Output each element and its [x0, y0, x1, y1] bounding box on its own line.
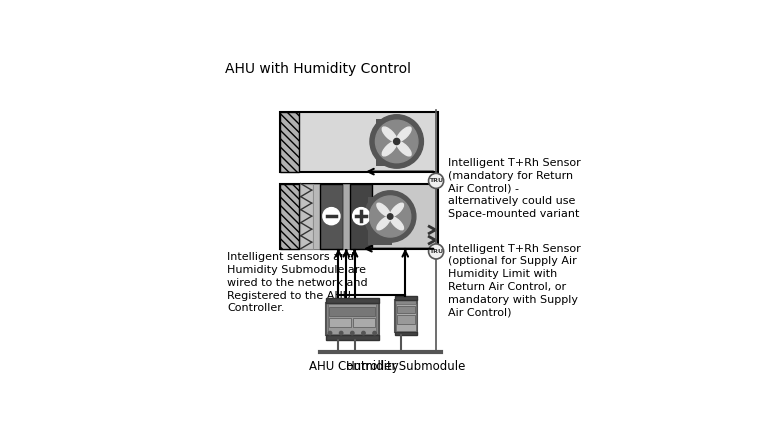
Ellipse shape [397, 127, 411, 142]
Circle shape [370, 196, 411, 237]
Ellipse shape [377, 217, 390, 230]
Bar [367, 197, 392, 245]
Circle shape [429, 173, 444, 188]
Text: HumiditySubmodule: HumiditySubmodule [346, 360, 466, 373]
Circle shape [364, 191, 416, 242]
Text: TRU: TRU [429, 249, 443, 254]
Bar [376, 118, 400, 166]
Circle shape [351, 332, 354, 335]
Bar [329, 318, 351, 327]
Bar [350, 184, 372, 249]
Ellipse shape [390, 217, 403, 230]
Bar [280, 112, 438, 172]
Bar [325, 303, 379, 335]
Bar [325, 335, 379, 340]
Text: AHU Controller: AHU Controller [309, 360, 396, 373]
Ellipse shape [397, 142, 411, 156]
Bar [325, 298, 379, 303]
Bar [395, 296, 417, 300]
Bar [397, 306, 416, 313]
Circle shape [393, 138, 400, 145]
Bar [354, 318, 374, 327]
Bar [395, 300, 417, 332]
Bar [280, 184, 299, 249]
Text: Intelligent sensors and
Humidity Submodule are
wired to the network and
Register: Intelligent sensors and Humidity Submodu… [227, 252, 367, 313]
Ellipse shape [382, 127, 397, 142]
Bar [320, 184, 342, 249]
Circle shape [323, 207, 340, 225]
Bar [280, 184, 438, 249]
Bar [395, 332, 417, 335]
Bar [397, 316, 416, 324]
Ellipse shape [390, 203, 403, 216]
Bar [299, 184, 312, 249]
Circle shape [339, 332, 343, 335]
Circle shape [353, 207, 370, 225]
Ellipse shape [382, 142, 397, 156]
Circle shape [329, 332, 332, 335]
Bar [329, 304, 376, 334]
Circle shape [362, 332, 365, 335]
Bar [342, 184, 350, 249]
Bar [312, 184, 320, 249]
Bar [280, 112, 299, 172]
Circle shape [429, 244, 444, 259]
Text: AHU with Humidity Control: AHU with Humidity Control [225, 62, 411, 76]
Text: Intelligent T+Rh Sensor
(mandatory for Return
Air Control) -
alternatively could: Intelligent T+Rh Sensor (mandatory for R… [448, 158, 581, 219]
Bar [329, 307, 374, 316]
Text: TRU: TRU [429, 178, 443, 183]
Circle shape [387, 214, 393, 219]
Bar [396, 303, 416, 331]
Text: Intelligent T+Rh Sensor
(optional for Supply Air
Humidity Limit with
Return Air : Intelligent T+Rh Sensor (optional for Su… [448, 243, 581, 318]
Circle shape [370, 115, 423, 168]
Circle shape [375, 120, 418, 163]
Circle shape [373, 332, 377, 335]
Ellipse shape [377, 203, 390, 216]
